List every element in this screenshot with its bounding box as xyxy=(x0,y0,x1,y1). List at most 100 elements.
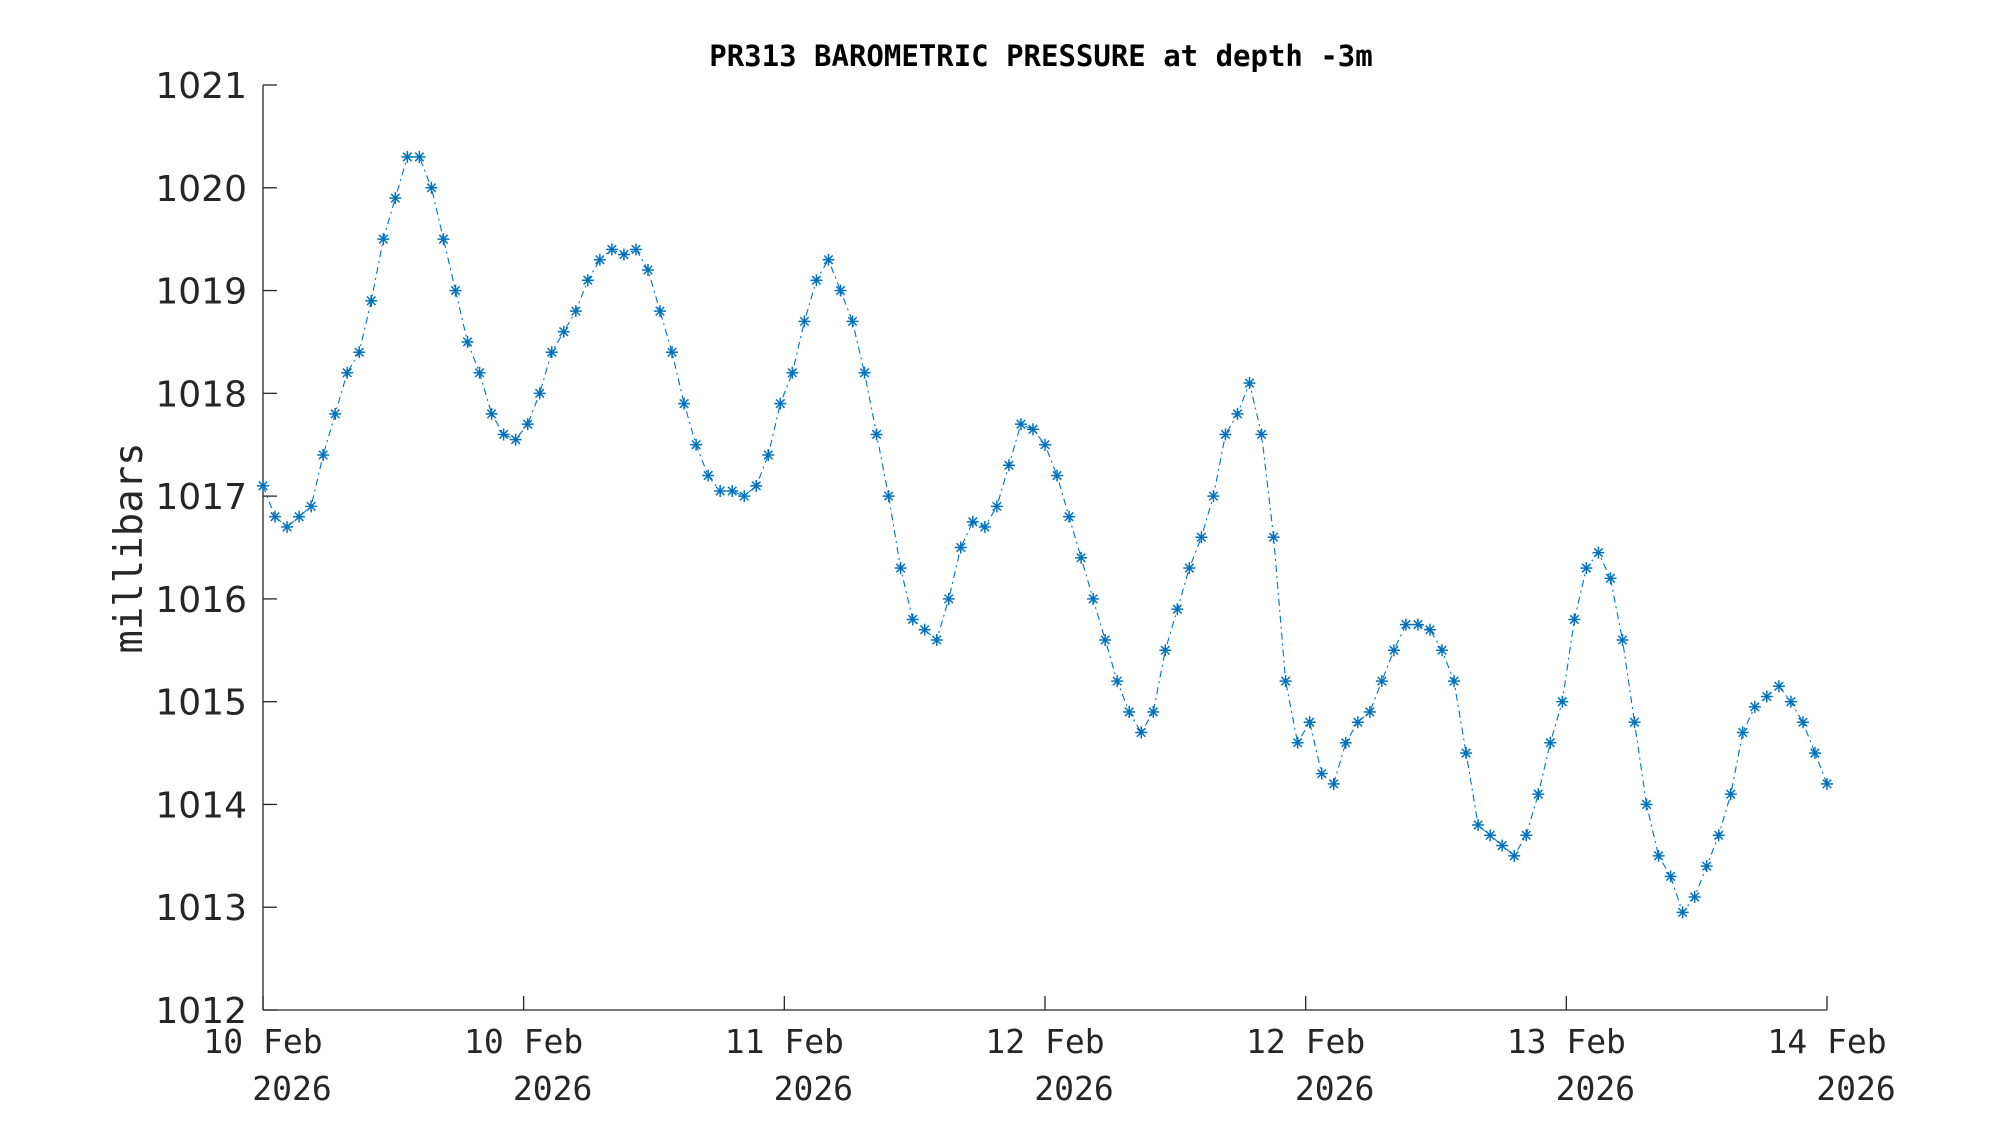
data-point xyxy=(1219,428,1232,441)
data-point xyxy=(1556,695,1569,708)
data-point xyxy=(1532,788,1545,801)
data-point xyxy=(870,428,883,441)
y-tick-label: 1019 xyxy=(155,272,247,313)
data-point xyxy=(1784,695,1797,708)
x-tick-day: 11 Feb xyxy=(725,1022,844,1061)
x-tick-label: 14 Feb 2026 xyxy=(1767,1022,1895,1108)
data-point xyxy=(834,284,847,297)
data-point xyxy=(1399,618,1412,631)
x-tick-label: 10 Feb 2026 xyxy=(203,1022,331,1108)
data-point xyxy=(978,520,991,533)
data-point xyxy=(1640,798,1653,811)
data-point xyxy=(882,490,895,503)
data-point xyxy=(1147,705,1160,718)
data-point xyxy=(1039,438,1051,451)
data-point xyxy=(389,192,402,205)
chart-title: PR313 BAROMETRIC PRESSURE at depth -3m xyxy=(709,39,1372,73)
data-point xyxy=(1135,726,1148,739)
data-point xyxy=(1544,736,1557,749)
data-point xyxy=(1460,747,1473,760)
data-point xyxy=(762,449,775,461)
data-point xyxy=(1183,562,1196,575)
data-point xyxy=(545,346,558,359)
data-point xyxy=(521,418,534,431)
data-point xyxy=(497,428,510,441)
data-point xyxy=(305,500,318,513)
plot-area xyxy=(257,150,1833,919)
data-point xyxy=(1423,623,1436,636)
data-point xyxy=(629,243,642,256)
y-tick-label: 1017 xyxy=(155,477,247,518)
data-point xyxy=(605,243,618,256)
y-tick-label: 1013 xyxy=(155,888,247,929)
data-point xyxy=(954,541,967,554)
data-point xyxy=(1002,459,1015,472)
data-point xyxy=(1604,572,1617,585)
data-point xyxy=(1616,634,1629,646)
data-point xyxy=(966,515,979,528)
y-tick-label: 1021 xyxy=(155,66,247,107)
data-point xyxy=(1448,675,1461,688)
data-point xyxy=(894,562,907,575)
data-point xyxy=(678,397,691,410)
data-point xyxy=(1628,716,1641,729)
data-point xyxy=(317,449,330,461)
data-point xyxy=(1375,675,1388,688)
y-axis-label: millibars xyxy=(107,442,152,653)
x-tick-year: 2026 xyxy=(1556,1069,1635,1108)
data-point xyxy=(1411,618,1424,631)
data-point xyxy=(1652,849,1665,862)
data-point xyxy=(930,634,943,646)
data-point xyxy=(1195,531,1208,544)
data-point xyxy=(1351,716,1364,729)
data-point xyxy=(798,315,811,328)
data-point xyxy=(1171,603,1184,616)
data-point xyxy=(617,248,630,261)
data-point xyxy=(1255,428,1268,441)
x-tick-day: 12 Feb xyxy=(1246,1022,1365,1061)
x-tick-day: 13 Feb xyxy=(1507,1022,1626,1061)
data-point xyxy=(666,346,679,359)
data-point xyxy=(690,438,703,451)
x-tick-year: 2026 xyxy=(774,1069,853,1108)
data-point xyxy=(1327,777,1340,790)
data-point xyxy=(1363,705,1376,718)
x-tick-day: 10 Feb xyxy=(203,1022,322,1061)
data-point xyxy=(1688,890,1701,903)
x-tick-year: 2026 xyxy=(513,1069,592,1108)
data-point xyxy=(1231,407,1244,420)
data-point xyxy=(1484,829,1497,842)
data-point xyxy=(1026,423,1039,436)
data-point xyxy=(810,274,823,287)
y-tick-label: 1015 xyxy=(155,683,247,724)
x-axis: 10 Feb 2026 10 Feb 2026 11 Feb 2026 12 Feb 2026… xyxy=(203,996,1896,1108)
data-point xyxy=(1760,690,1773,703)
data-point xyxy=(377,233,390,246)
data-point xyxy=(1123,705,1136,718)
data-point xyxy=(1279,675,1292,688)
data-point xyxy=(702,469,715,482)
x-tick-day: 12 Feb xyxy=(985,1022,1104,1061)
data-point xyxy=(726,484,739,497)
data-point xyxy=(1580,562,1593,575)
data-point xyxy=(942,592,955,605)
data-point xyxy=(846,315,859,328)
data-point xyxy=(1267,531,1280,544)
data-point xyxy=(1291,736,1304,749)
data-point xyxy=(750,479,763,492)
data-point xyxy=(1796,716,1809,729)
data-point xyxy=(1700,860,1713,873)
data-point xyxy=(1099,634,1112,646)
data-point xyxy=(1339,736,1352,749)
data-point xyxy=(413,150,426,163)
data-point xyxy=(1159,644,1172,657)
data-point xyxy=(1508,849,1521,862)
data-point xyxy=(1207,490,1220,503)
data-point xyxy=(654,305,667,318)
data-point xyxy=(581,274,594,287)
data-point xyxy=(329,407,342,420)
data-point xyxy=(1315,767,1328,780)
data-point xyxy=(918,623,931,636)
x-tick-day: 10 Feb xyxy=(464,1022,583,1061)
